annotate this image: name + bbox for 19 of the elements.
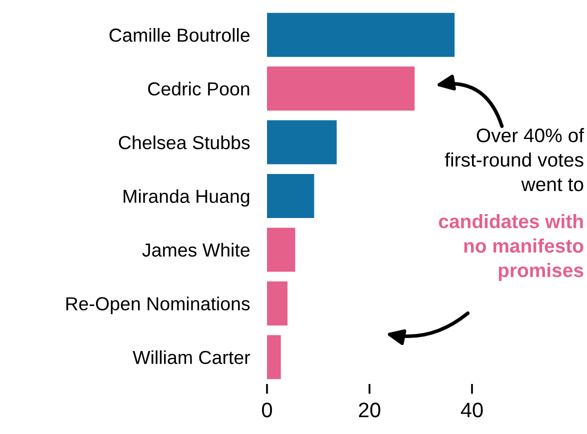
- bar: [267, 66, 415, 111]
- bar: [267, 174, 314, 218]
- y-tick-label: Camille Boutrolle: [110, 28, 250, 42]
- y-tick-label: James White: [142, 242, 250, 257]
- bar: [267, 228, 296, 272]
- y-tick-label: Miranda Huang: [124, 189, 250, 207]
- y-tick-label: Chelsea Stubbs: [118, 135, 250, 150]
- annotation: candidates with no manifesto promises: [438, 214, 584, 282]
- x-tick-label: 40: [460, 402, 483, 418]
- x-tick-label: 0: [262, 402, 272, 418]
- x-tick-label: 20: [358, 402, 380, 418]
- bar: [267, 281, 288, 326]
- y-tick-label: Cedric Poon: [148, 82, 250, 96]
- bar: [267, 335, 281, 380]
- annotation: Over 40% of first-round votes went to: [444, 128, 584, 192]
- y-tick-label: William Carter: [132, 350, 250, 364]
- y-tick-label: Re-Open Nominations: [66, 296, 250, 314]
- bar: [267, 120, 337, 164]
- bar: [267, 12, 455, 57]
